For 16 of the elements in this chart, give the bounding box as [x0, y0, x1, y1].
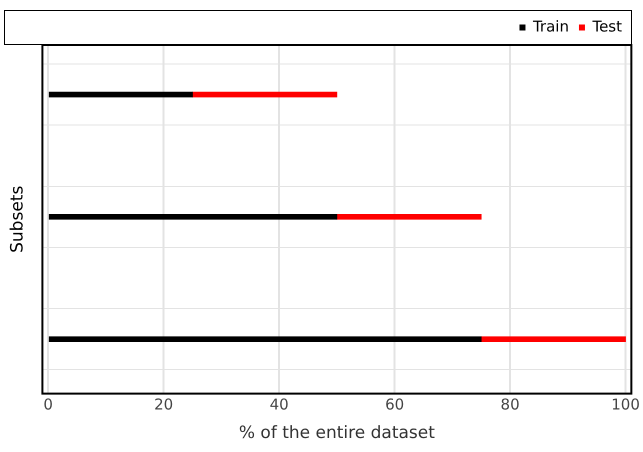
x-tick-label: 80: [500, 395, 520, 414]
bar: [48, 214, 338, 220]
x-axis-title: % of the entire dataset: [238, 423, 436, 444]
legend-label: Test: [591, 17, 622, 36]
x-tick-label: 60: [385, 395, 404, 414]
y-axis-title: Subsets: [8, 186, 28, 253]
x-tick-label: 0: [43, 395, 53, 414]
bar: [48, 336, 482, 342]
x-tick-label: 100: [611, 395, 640, 414]
bar: [48, 92, 193, 98]
bar: [192, 92, 338, 98]
legend-label: Train: [532, 17, 569, 36]
x-tick-label: 40: [270, 395, 289, 414]
x-tick-label: 20: [154, 395, 174, 414]
bar: [336, 214, 482, 220]
bar: [480, 336, 626, 342]
